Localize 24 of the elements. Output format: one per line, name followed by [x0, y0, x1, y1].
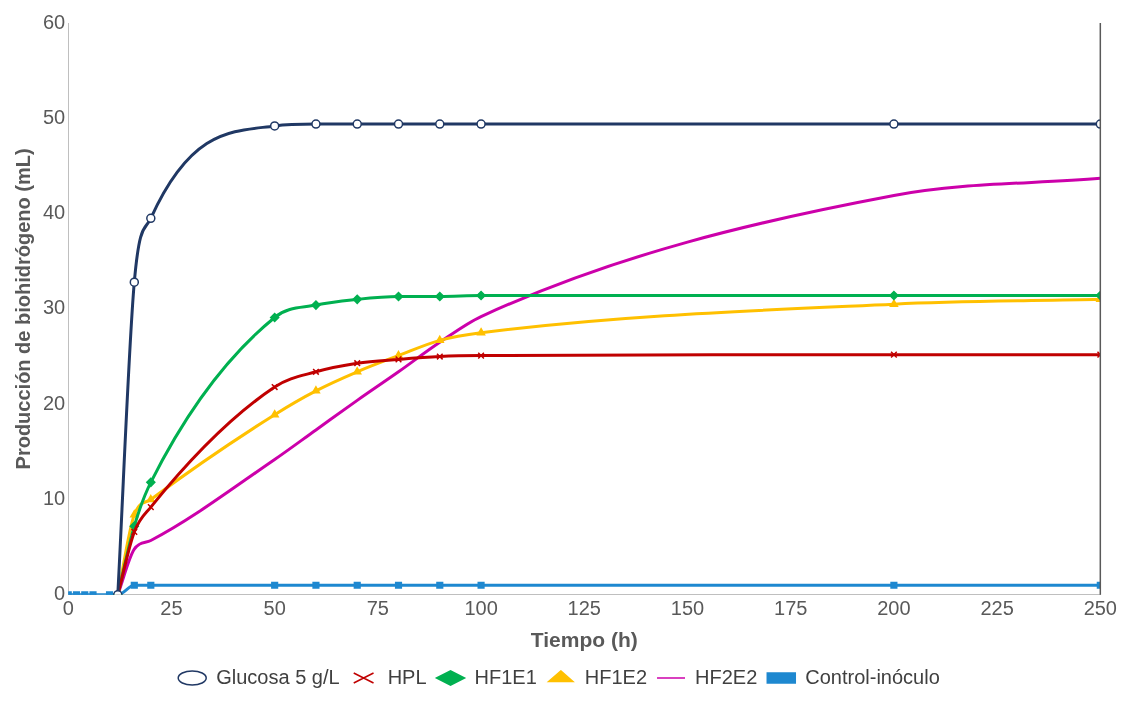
x-tick-label: 150 [670, 597, 705, 620]
legend-label: HF1E1 [474, 665, 537, 688]
x-tick-label: 75 [366, 597, 389, 620]
legend-label: Glucosa 5 g/L [216, 665, 340, 688]
x-tick-label: 125 [567, 597, 601, 620]
x-tick-label: 200 [877, 597, 911, 620]
y-tick-label: 30 [43, 296, 66, 319]
y-axis-title: Producción de biohidrógeno (mL) [11, 148, 34, 470]
x-tick-label: 100 [464, 597, 498, 620]
x-tick-label: 175 [774, 597, 808, 620]
x-tick-label: 50 [263, 597, 286, 620]
legend-label: HPL [387, 665, 427, 688]
x-tick-label: 225 [980, 597, 1014, 620]
x-axis-title: Tiempo (h) [530, 628, 638, 652]
legend-label: HF1E2 [584, 665, 648, 688]
x-tick-label: 250 [1083, 597, 1117, 620]
y-tick-label: 20 [43, 391, 66, 414]
x-tick-label: 25 [160, 597, 183, 620]
y-tick-label: 50 [43, 105, 66, 128]
y-tick-label: 40 [43, 201, 66, 224]
legend-label: Control-inóculo [805, 665, 940, 688]
legend-label: HF2E2 [695, 665, 758, 688]
y-tick-label: 60 [43, 10, 66, 33]
y-tick-label: 10 [43, 487, 66, 510]
